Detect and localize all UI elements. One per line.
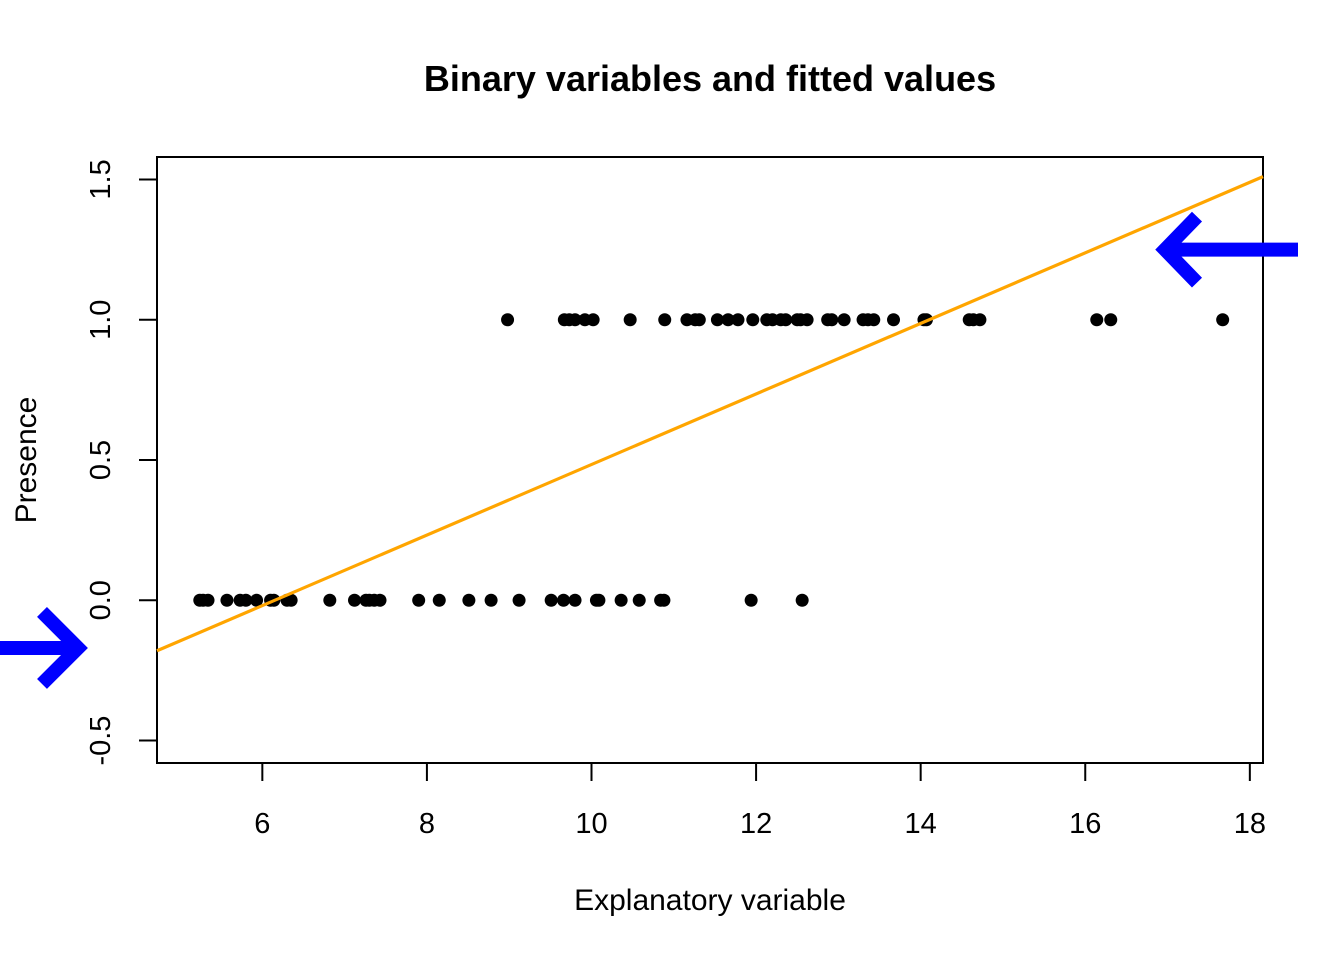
- data-point: [721, 313, 735, 327]
- data-point: [710, 313, 724, 327]
- data-point: [800, 313, 814, 327]
- x-axis: 6 8 10 12 14 16 18: [254, 763, 1266, 840]
- data-point: [592, 593, 606, 607]
- data-point: [623, 313, 637, 327]
- data-point: [614, 593, 628, 607]
- data-point: [825, 313, 839, 327]
- data-point: [544, 593, 558, 607]
- y-tick-label: -0.5: [85, 716, 117, 766]
- data-point: [412, 593, 426, 607]
- data-point: [795, 593, 809, 607]
- data-point: [658, 313, 672, 327]
- fitted-line-group: [156, 175, 1264, 653]
- data-point: [657, 593, 671, 607]
- data-point: [323, 593, 337, 607]
- data-point: [731, 313, 745, 327]
- y-axis: -0.5 0.0 0.5 1.0 1.5: [85, 159, 157, 766]
- data-point: [557, 593, 571, 607]
- data-point: [1104, 313, 1118, 327]
- data-point: [250, 593, 264, 607]
- data-point: [432, 593, 446, 607]
- data-point: [373, 593, 387, 607]
- data-point: [744, 593, 758, 607]
- data-point: [239, 593, 253, 607]
- data-point: [746, 313, 760, 327]
- data-point: [867, 313, 881, 327]
- data-point: [632, 593, 646, 607]
- annotation-arrows: [0, 211, 1298, 689]
- data-point: [1090, 313, 1104, 327]
- fitted-line: [156, 175, 1264, 653]
- y-axis-label: Presence: [10, 397, 43, 524]
- data-point: [692, 313, 706, 327]
- x-tick-label: 10: [575, 808, 607, 840]
- data-point: [568, 593, 582, 607]
- x-tick-label: 14: [905, 808, 937, 840]
- data-point: [512, 593, 526, 607]
- y-tick-label: 0.5: [85, 440, 117, 480]
- data-point: [220, 593, 234, 607]
- data-point: [348, 593, 361, 607]
- data-point: [568, 313, 582, 327]
- x-tick-label: 6: [254, 808, 270, 840]
- y-tick-label: 1.0: [85, 300, 117, 340]
- data-points: [193, 313, 1230, 607]
- y-tick-label: 0.0: [85, 580, 117, 620]
- x-tick-label: 16: [1069, 808, 1101, 840]
- x-tick-label: 8: [419, 808, 435, 840]
- data-point: [462, 593, 476, 607]
- data-point: [201, 593, 215, 607]
- data-point: [1216, 313, 1230, 327]
- right-pointing-arrow: [0, 607, 88, 689]
- data-point: [484, 593, 498, 607]
- chart-title: Binary variables and fitted values: [424, 58, 996, 99]
- data-point: [501, 313, 515, 327]
- left-pointing-arrow: [1155, 211, 1298, 288]
- y-tick-label: 1.5: [85, 159, 117, 199]
- data-point: [973, 313, 987, 327]
- x-axis-label: Explanatory variable: [574, 884, 846, 917]
- data-point: [779, 313, 793, 327]
- data-point: [887, 313, 901, 327]
- data-point: [837, 313, 851, 327]
- x-tick-label: 12: [740, 808, 772, 840]
- data-point: [284, 593, 298, 607]
- x-tick-label: 18: [1234, 808, 1266, 840]
- data-point: [586, 313, 600, 327]
